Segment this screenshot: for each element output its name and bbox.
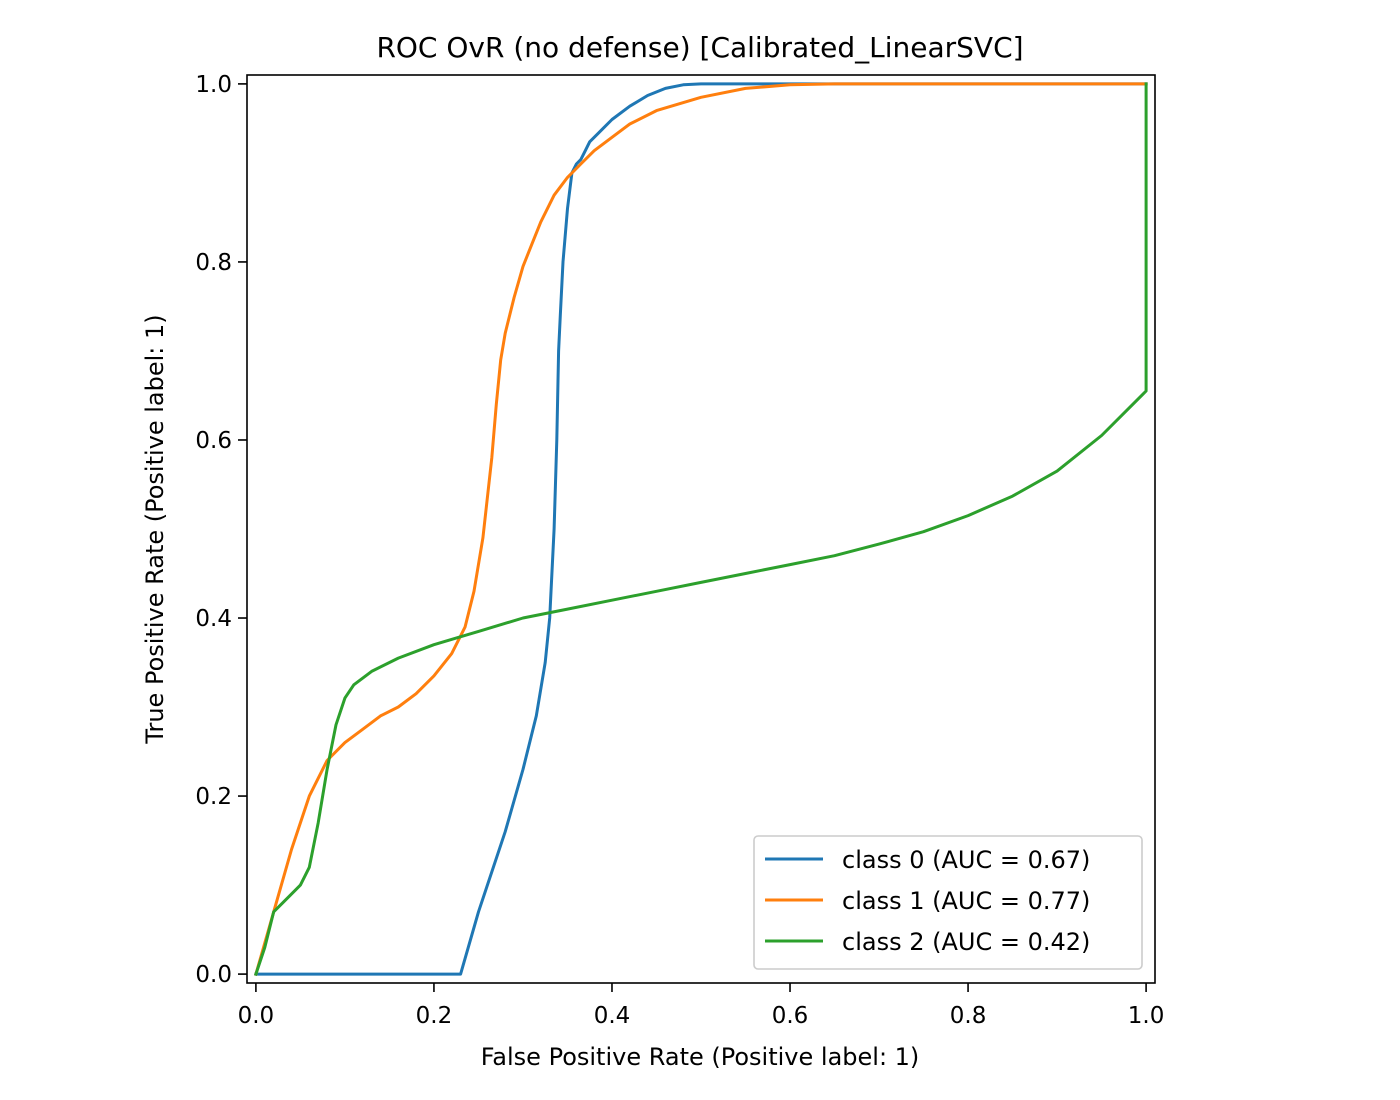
x-tick-label: 0.2 (416, 1003, 453, 1029)
y-tick-label: 0.8 (195, 250, 232, 276)
y-axis-label: True Positive Rate (Positive label: 1) (141, 314, 169, 744)
legend-label-class-1: class 1 (AUC = 0.77) (842, 887, 1090, 915)
x-tick-label: 0.4 (594, 1003, 631, 1029)
series-line-class-1 (254, 82, 1148, 976)
legend: class 0 (AUC = 0.67) class 1 (AUC = 0.77)… (753, 835, 1143, 970)
plot-frame (246, 74, 1156, 984)
y-tick-label: 0.6 (195, 428, 232, 454)
x-tick-label: 0.6 (772, 1003, 809, 1029)
x-tick-label: 1.0 (1128, 1003, 1165, 1029)
x-tick-label: 0.8 (950, 1003, 987, 1029)
chart-title: ROC OvR (no defense) [Calibrated_LinearS… (376, 31, 1023, 64)
y-tick-label: 0.0 (195, 962, 232, 988)
y-tick-label: 1.0 (195, 72, 232, 98)
series-line-class-2 (254, 82, 1148, 976)
x-tick-label: 0.0 (238, 1003, 275, 1029)
y-tick-label: 0.2 (195, 784, 232, 810)
x-axis-label: False Positive Rate (Positive label: 1) (481, 1043, 920, 1071)
legend-label-class-0: class 0 (AUC = 0.67) (842, 846, 1090, 874)
y-tick-label: 0.4 (195, 606, 232, 632)
legend-box (753, 835, 1143, 970)
legend-label-class-2: class 2 (AUC = 0.42) (842, 928, 1090, 956)
